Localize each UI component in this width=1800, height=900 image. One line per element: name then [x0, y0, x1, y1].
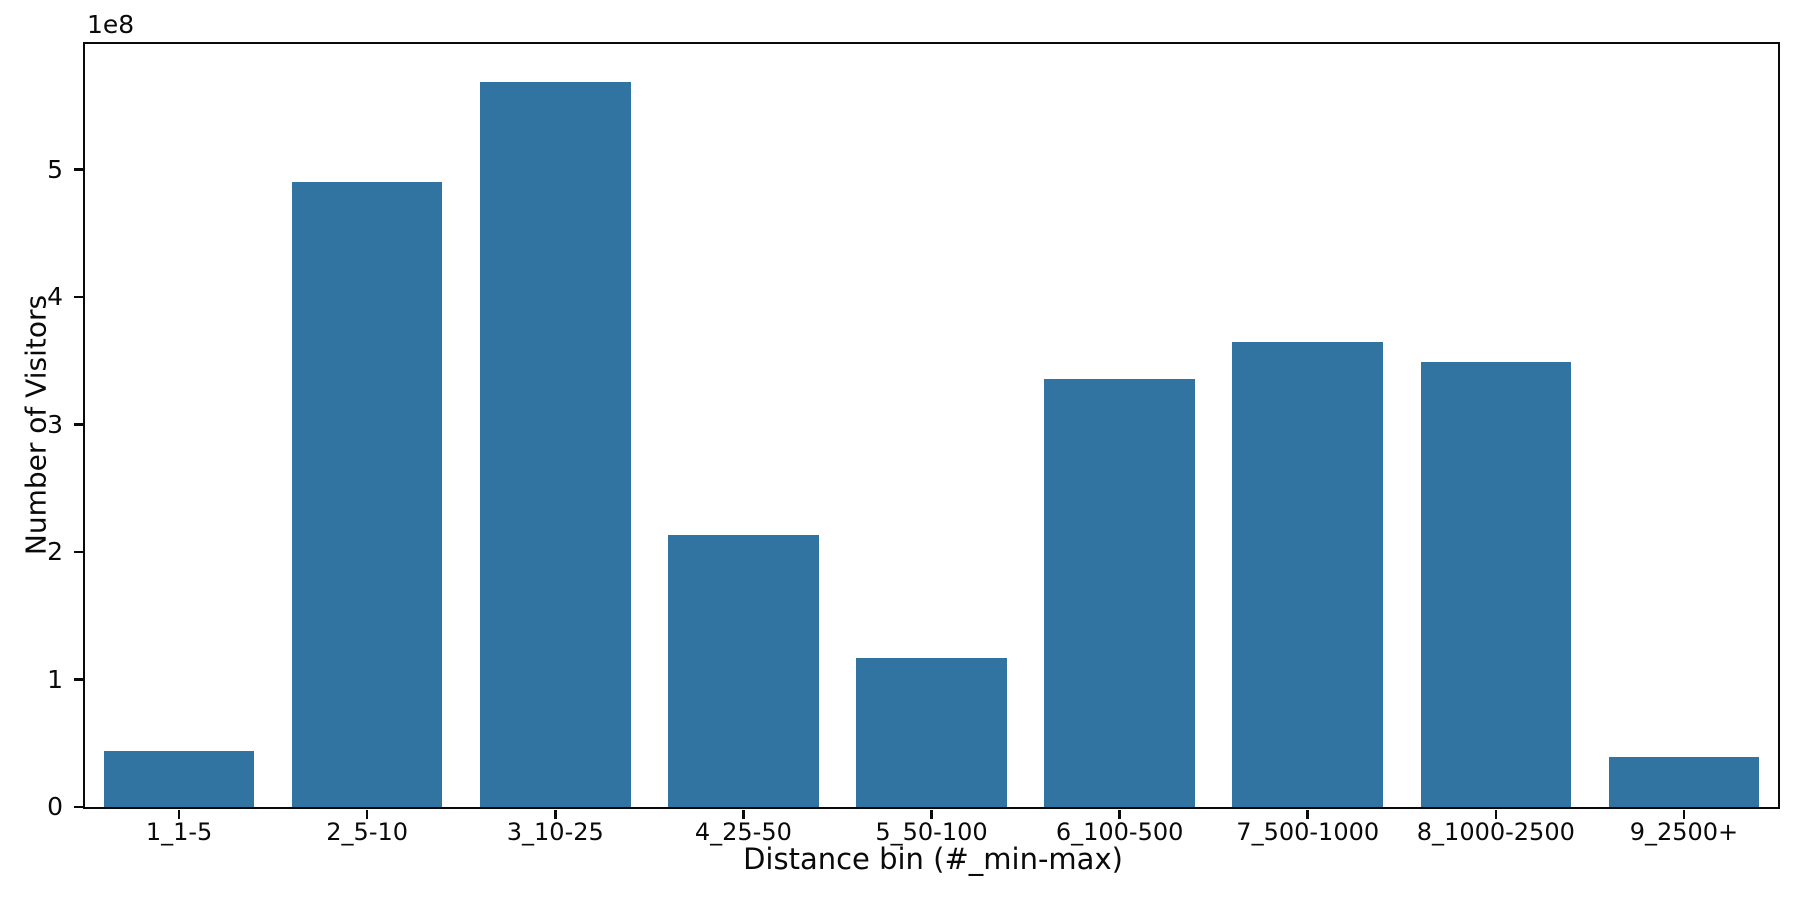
bar [1232, 341, 1383, 807]
bar [291, 182, 443, 807]
bar [480, 81, 631, 807]
y-tick-label: 1 [47, 664, 63, 694]
x-tick-mark [177, 809, 181, 819]
x-tick-mark [1118, 809, 1121, 819]
y-tick-mark [73, 168, 83, 171]
x-tick-mark [1682, 809, 1686, 819]
x-tick-label: 7_500-1000 [1236, 818, 1380, 846]
y-tick-mark [73, 678, 83, 681]
x-tick-label: 4_25-50 [694, 818, 792, 846]
bar [1608, 757, 1760, 807]
y-tick-mark [73, 550, 83, 554]
x-tick-mark [1494, 809, 1498, 819]
x-axis-label: Distance bin (#_min-max) [743, 842, 1123, 876]
y-tick-label: 2 [47, 537, 63, 567]
x-tick-mark [742, 809, 745, 819]
bar [1420, 362, 1572, 807]
y-tick-mark [73, 295, 83, 299]
bar [103, 750, 255, 807]
plot-area: 1_1-5 2_5-10 3_10-25 4_25-50 5_50-100 6_100-5… [47, 42, 1780, 846]
y-tick-mark [73, 423, 83, 426]
x-tick-label: 2_5-10 [326, 818, 409, 846]
x-tick-label: 6_100-500 [1055, 818, 1184, 846]
y-tick-label: 3 [47, 409, 63, 439]
bar [668, 535, 819, 807]
y-tick-label: 5 [47, 154, 63, 184]
x-tick-label: 3_10-25 [506, 818, 604, 846]
y-tick-label: 0 [47, 792, 63, 821]
x-tick-mark [1306, 809, 1309, 819]
x-tick-label: 1_1-5 [145, 818, 213, 846]
y-tick-label: 4 [47, 282, 63, 312]
y-axis-offset-text: 1e8 [87, 10, 135, 39]
x-tick-mark [365, 809, 369, 819]
x-tick-label: 5_50-100 [875, 818, 988, 846]
y-tick-mark [73, 805, 83, 809]
x-tick-label: 9_2500+ [1629, 818, 1739, 846]
x-tick-mark [930, 809, 933, 819]
bar [856, 657, 1007, 807]
x-tick-label: 8_1000-2500 [1416, 818, 1575, 846]
bar [1044, 378, 1195, 807]
x-tick-mark [554, 809, 557, 819]
